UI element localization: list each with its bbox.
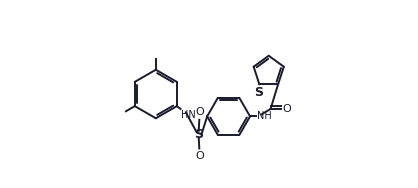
Text: NH: NH [257, 111, 272, 121]
Text: S: S [194, 128, 203, 141]
Text: O: O [195, 151, 204, 161]
Text: O: O [195, 107, 204, 117]
Text: O: O [283, 104, 291, 114]
Text: S: S [254, 86, 263, 99]
Text: HN: HN [181, 110, 196, 121]
